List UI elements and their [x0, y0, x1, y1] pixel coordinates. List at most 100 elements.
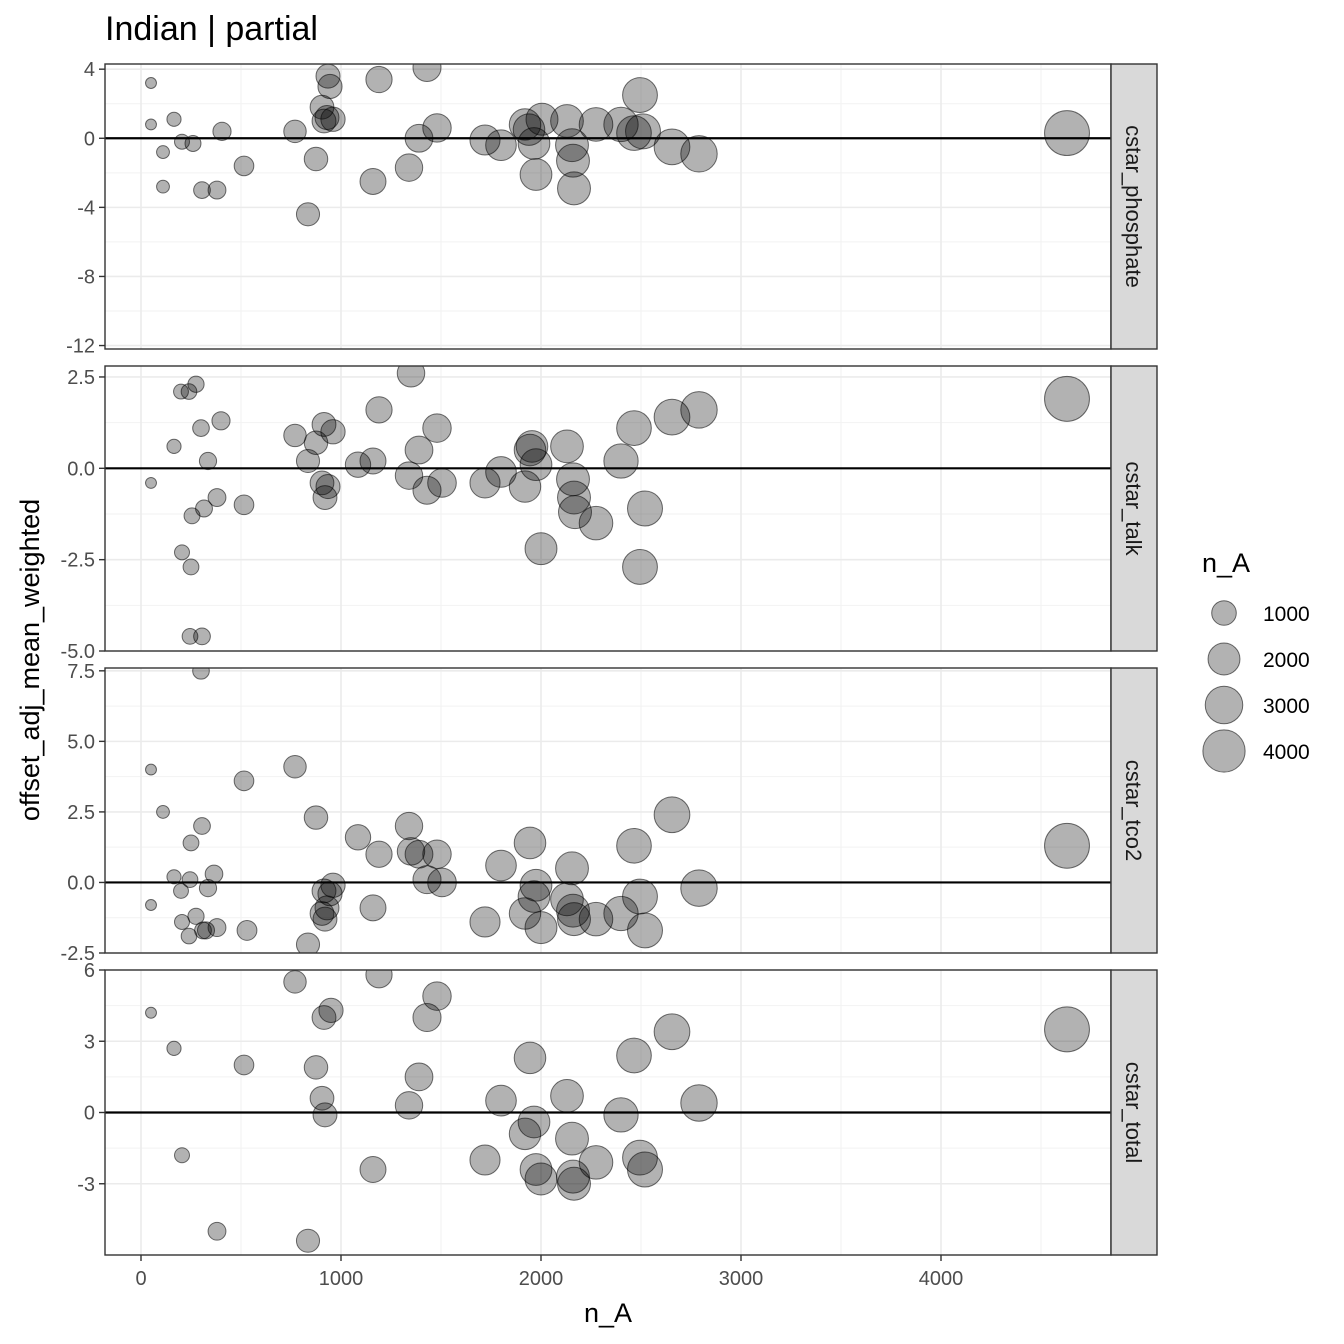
y-tick-label: -5.0	[61, 641, 95, 663]
data-point	[207, 1221, 227, 1241]
y-tick-label: 4	[84, 59, 95, 81]
data-point	[1044, 1006, 1090, 1053]
data-point	[1044, 110, 1090, 157]
data-point	[556, 893, 590, 928]
data-point	[295, 202, 321, 227]
data-point	[145, 118, 157, 131]
data-point	[295, 932, 321, 953]
data-point	[184, 134, 202, 152]
data-point	[211, 411, 231, 431]
data-point	[550, 429, 584, 464]
data-point	[145, 1006, 157, 1019]
data-point	[198, 878, 218, 898]
data-point	[394, 153, 424, 182]
y-tick-label: 0.0	[67, 458, 95, 480]
data-point	[145, 476, 157, 489]
legend-key-circle	[1211, 600, 1237, 626]
data-point	[555, 851, 589, 886]
y-tick-label: 6	[84, 960, 95, 982]
legend-label: 2000	[1263, 649, 1310, 672]
x-axis: 0 1000 2000 3000 4000	[135, 1255, 963, 1290]
data-point	[513, 1041, 547, 1075]
data-point	[145, 899, 157, 911]
data-point	[303, 1055, 329, 1080]
data-point	[412, 475, 442, 505]
data-point	[309, 1085, 335, 1111]
data-point	[212, 121, 232, 141]
data-point	[622, 878, 658, 915]
data-point	[557, 902, 591, 937]
data-point	[145, 763, 157, 776]
y-tick-label: -3	[77, 1174, 95, 1196]
data-point	[312, 485, 338, 510]
data-point	[283, 970, 307, 994]
legend-title: n_A	[1202, 548, 1250, 578]
data-point	[485, 456, 517, 488]
facet-strip	[1110, 969, 1158, 1256]
data-point	[181, 871, 199, 888]
data-point	[556, 1159, 590, 1194]
x-axis-label: n_A	[584, 1298, 632, 1328]
data-point	[195, 499, 213, 518]
data-point	[422, 839, 452, 869]
data-point	[627, 912, 663, 949]
data-point	[680, 869, 718, 907]
data-point	[517, 880, 551, 913]
legend-item: 4000	[1202, 729, 1310, 773]
data-point	[193, 627, 211, 646]
x-tick-label: 0	[135, 1268, 146, 1290]
legend-label: 4000	[1263, 741, 1310, 764]
data-point	[344, 824, 372, 851]
data-point	[627, 1151, 663, 1188]
legend-item: 1000	[1211, 600, 1310, 626]
legend-key-circle	[1207, 642, 1241, 676]
data-point	[196, 921, 216, 940]
data-point	[555, 1121, 589, 1156]
data-point	[519, 868, 553, 902]
data-point	[519, 1153, 553, 1186]
legend-label: 3000	[1263, 695, 1310, 718]
data-point	[233, 1054, 255, 1076]
y-tick-label: 3	[84, 1031, 95, 1053]
y-tick-label: 0.0	[67, 872, 95, 894]
facet-strip-label: cstar_tco2	[1121, 760, 1146, 862]
data-point	[524, 532, 558, 566]
data-point	[519, 158, 553, 191]
data-point	[519, 448, 553, 482]
data-point	[182, 558, 200, 576]
y-tick-label: 0	[84, 128, 95, 150]
legend-key-circle	[1204, 685, 1244, 725]
data-point	[550, 1079, 584, 1113]
panel-background	[105, 64, 1111, 349]
legend-key-circle	[1202, 729, 1246, 773]
legend-item: 3000	[1204, 685, 1310, 725]
data-point	[283, 119, 307, 144]
y-tick-label: -12	[66, 336, 95, 358]
data-point	[404, 123, 434, 153]
legend-label: 1000	[1263, 603, 1310, 626]
data-point	[557, 1166, 591, 1201]
data-point	[193, 181, 211, 199]
data-point	[187, 907, 205, 925]
y-tick-label: 2.5	[67, 802, 95, 824]
x-tick-label: 2000	[519, 1268, 564, 1290]
points-cstar_total	[145, 970, 1090, 1253]
y-tick-label: -2.5	[61, 550, 95, 572]
data-point	[578, 505, 614, 541]
data-point	[359, 447, 387, 475]
data-point	[524, 1162, 558, 1196]
data-point	[485, 129, 517, 162]
x-tick-label: 3000	[719, 1268, 764, 1290]
facet-strip	[1110, 667, 1158, 954]
data-point	[174, 1147, 190, 1164]
size-legend: n_A 1000 2000 3000 4000	[1202, 548, 1310, 773]
data-point	[558, 495, 592, 530]
data-point	[311, 412, 337, 437]
data-point	[187, 375, 205, 393]
facet-panel-cstar_phosphate: -12 -8 -4 0 4 cstar_phosphate	[66, 59, 1158, 358]
data-point	[359, 1156, 387, 1183]
data-point	[317, 73, 343, 100]
data-point	[469, 906, 501, 938]
data-point	[517, 1105, 551, 1139]
